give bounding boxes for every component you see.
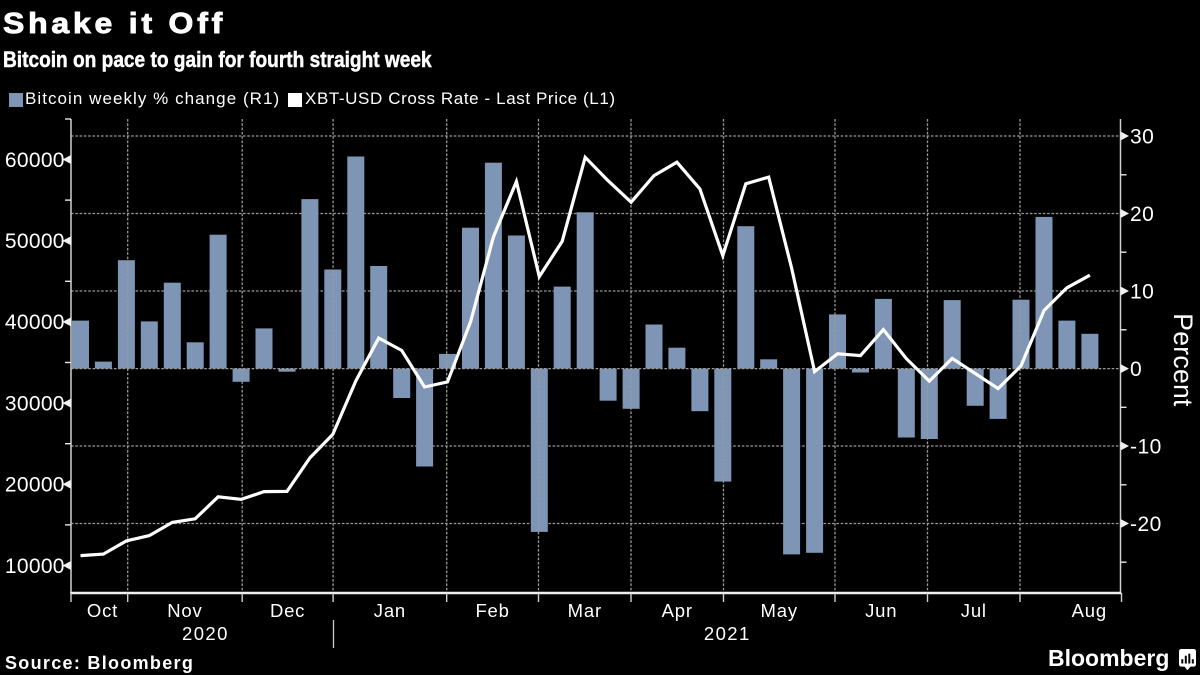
svg-text:Jul: Jul (961, 600, 987, 621)
svg-text:40000: 40000 (5, 311, 65, 334)
svg-text:10: 10 (1130, 280, 1154, 303)
svg-text:May: May (761, 600, 798, 621)
svg-text:30: 30 (1130, 125, 1154, 148)
svg-text:Mar: Mar (568, 600, 602, 621)
svg-text:Dec: Dec (270, 600, 305, 621)
svg-text:2021: 2021 (704, 623, 751, 644)
svg-text:Percent: Percent (1168, 313, 1198, 407)
svg-text:-10: -10 (1130, 435, 1162, 458)
svg-text:2020: 2020 (182, 623, 229, 644)
svg-text:50000: 50000 (5, 230, 65, 253)
svg-text:Jun: Jun (865, 600, 897, 621)
svg-text:Feb: Feb (475, 600, 509, 621)
svg-text:-20: -20 (1130, 513, 1162, 536)
svg-text:60000: 60000 (5, 149, 65, 172)
svg-text:10000: 10000 (5, 555, 65, 578)
svg-text:Oct: Oct (87, 600, 118, 621)
svg-text:Apr: Apr (662, 600, 693, 621)
svg-text:20000: 20000 (5, 474, 65, 497)
svg-text:Nov: Nov (167, 600, 202, 621)
svg-text:0: 0 (1130, 358, 1142, 381)
svg-text:20: 20 (1130, 203, 1154, 226)
svg-text:30000: 30000 (5, 392, 65, 415)
svg-text:Jan: Jan (374, 600, 406, 621)
svg-text:Aug: Aug (1072, 600, 1107, 621)
